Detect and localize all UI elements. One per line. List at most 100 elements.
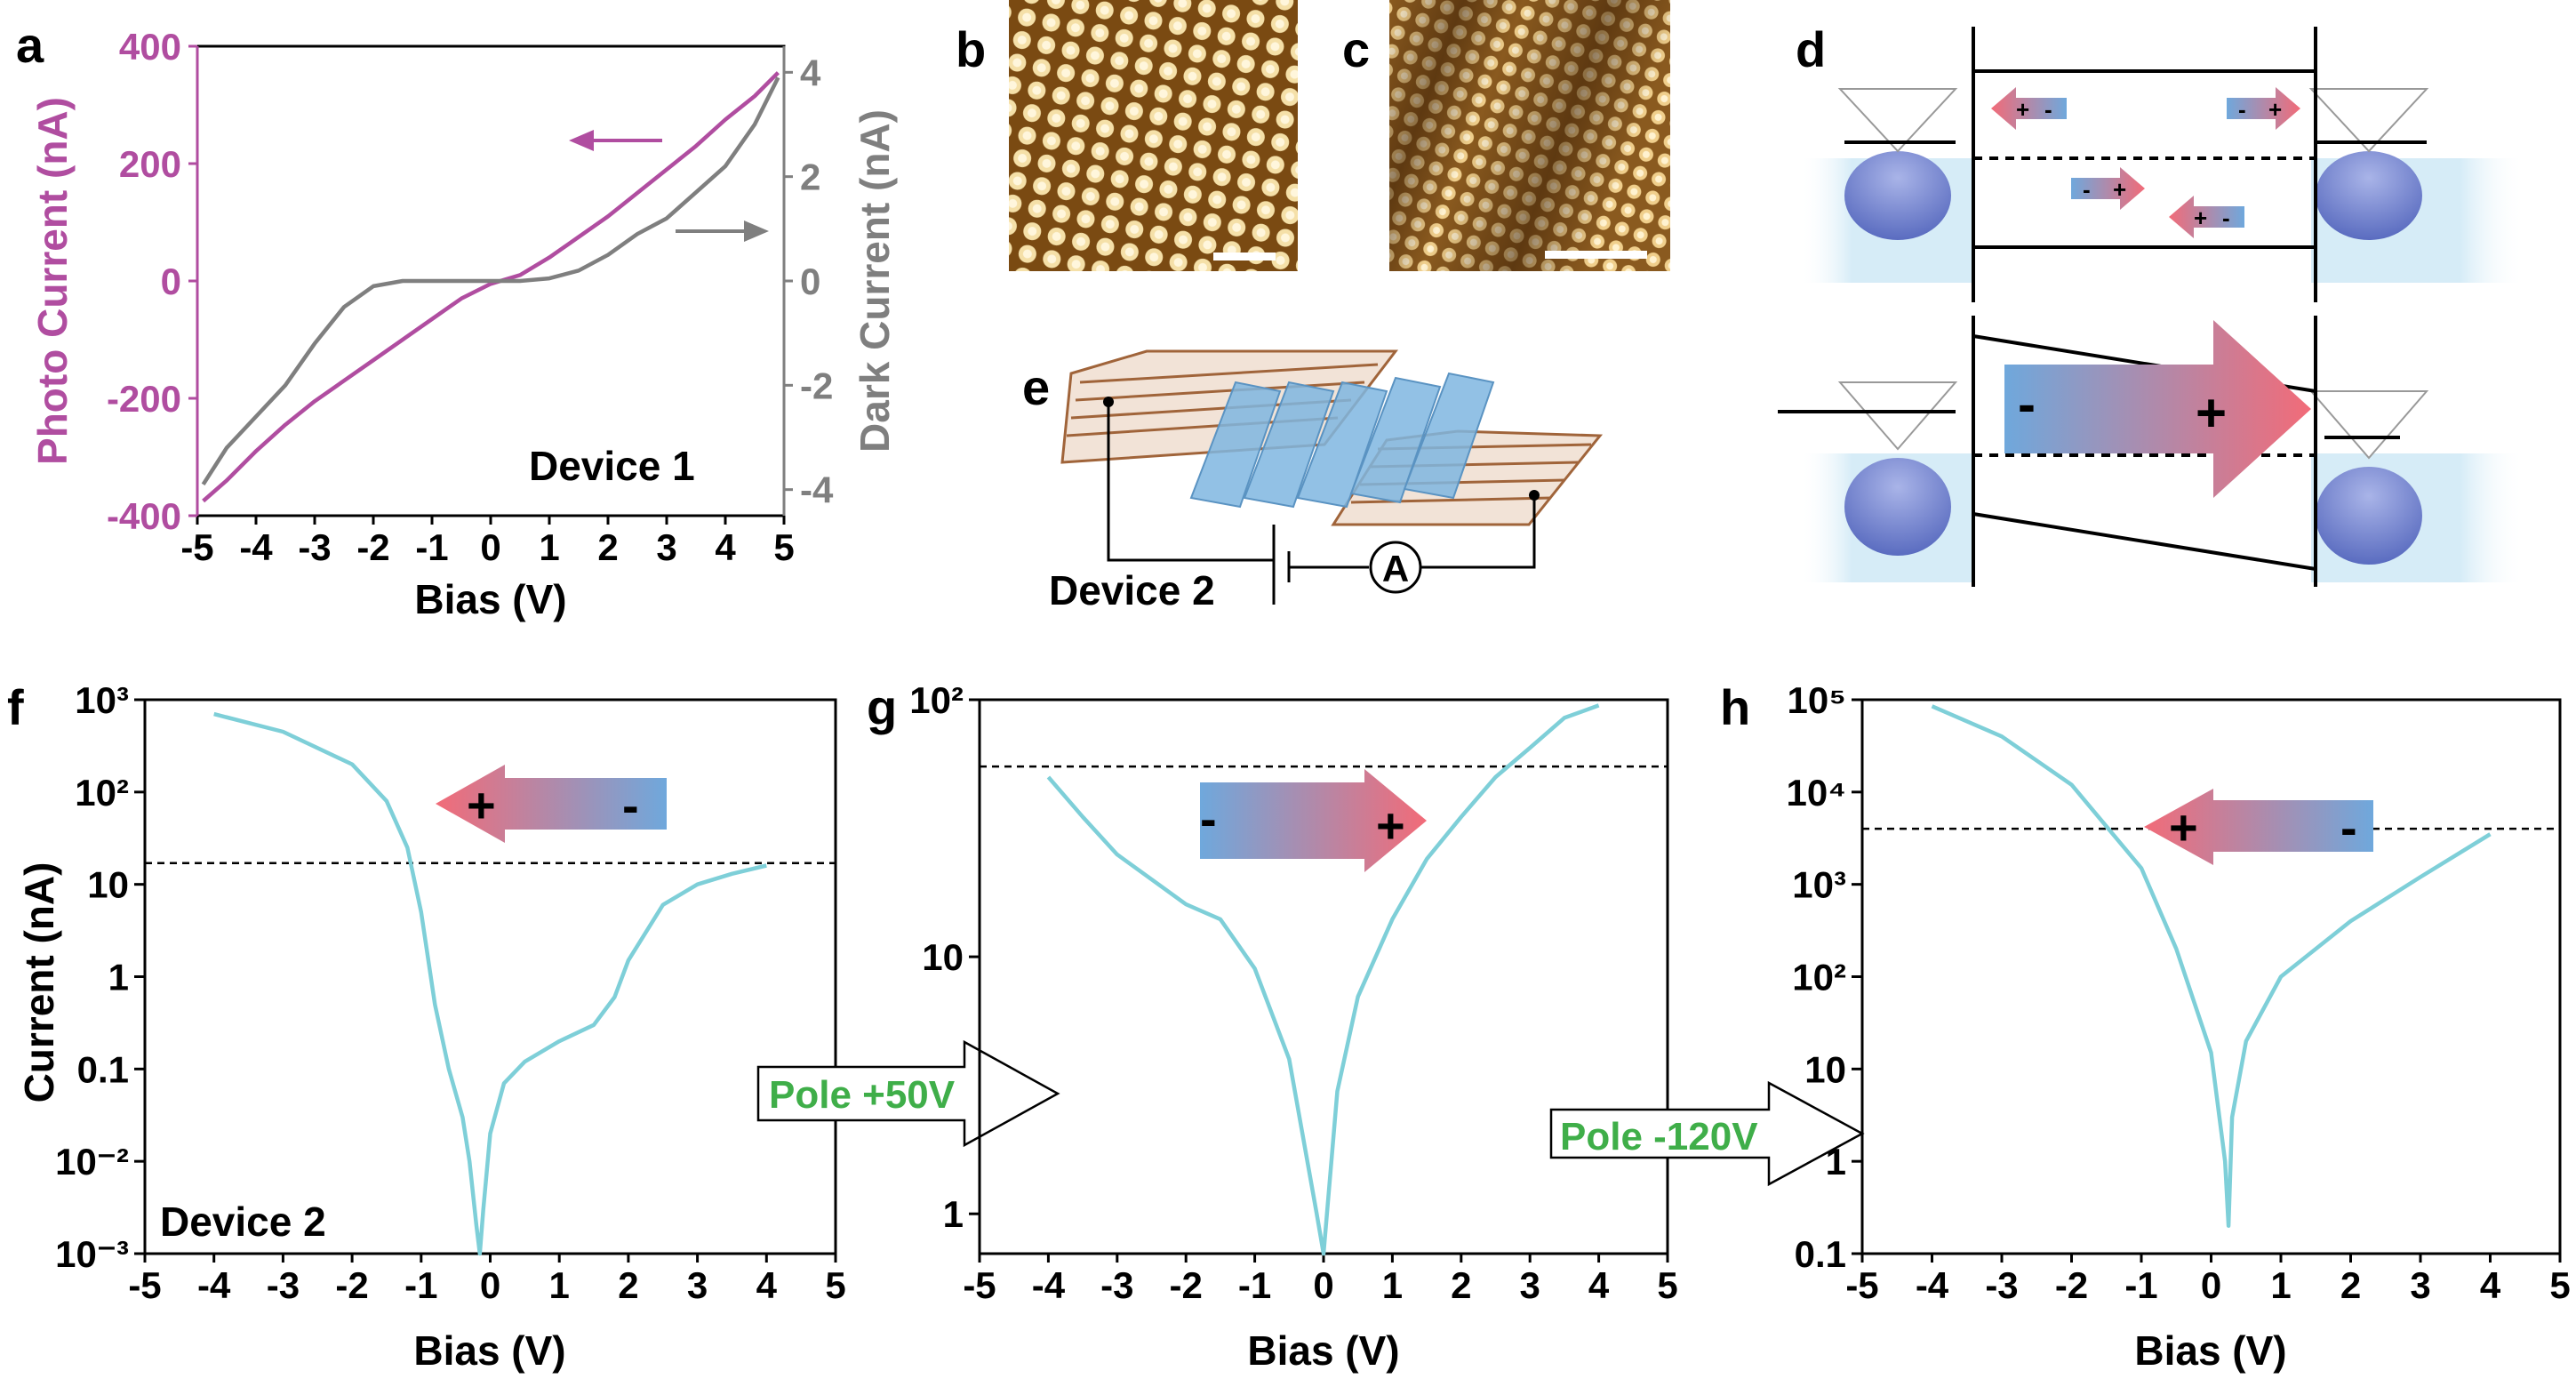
- panel-letter-c: c: [1342, 21, 1370, 77]
- dipole-arrow-4: + -: [2169, 196, 2244, 238]
- x-tick-label: 1: [549, 1264, 570, 1306]
- panel-h: h -5 -4 -3 -2 -1 0 1 2 3 4 5 10⁵ 10⁴ 10³ 10² 10 1 0.1 Bi…: [1720, 679, 2571, 1374]
- plus-sign: +: [2169, 799, 2198, 855]
- series-line: [1931, 704, 2492, 1228]
- stm-scale-bar-c: [1545, 251, 1647, 259]
- circuit-wire-end: [1420, 495, 1536, 569]
- panel-letter-d: d: [1796, 21, 1826, 77]
- circuit-wire: [1107, 402, 1274, 562]
- y-tick-label: 10: [922, 936, 964, 978]
- y2-tick-label: -2: [800, 365, 833, 406]
- x-tick-label: -1: [1238, 1264, 1271, 1306]
- x-tick-label: -4: [1032, 1264, 1066, 1306]
- panel-f-annotation: Device 2: [160, 1199, 326, 1245]
- x-tick-label: 1: [1382, 1264, 1403, 1306]
- minus-sign: -: [2222, 204, 2230, 231]
- panel-f: f -5 -4 -3 -2 -1 0 1 2 3 4 5 10³10²1010.110⁻²10⁻³ …: [7, 679, 846, 1374]
- polarization-arrow-g: - +: [1200, 769, 1427, 872]
- y-tick-label: 10: [1804, 1048, 1846, 1090]
- panel-h-plot-frame: [1860, 698, 2562, 1255]
- panel-letter-e: e: [1022, 359, 1050, 415]
- pole-label-neg: Pole -120V: [1560, 1115, 1758, 1159]
- series-line: [1046, 703, 1600, 1256]
- x-tick-label: -3: [1100, 1264, 1133, 1306]
- x-tick-label: 2: [618, 1264, 638, 1306]
- x-tick-label: -4: [239, 526, 273, 568]
- x-tick-label: 0: [2201, 1264, 2221, 1306]
- x-tick-label: 1: [2270, 1264, 2291, 1306]
- x-tick-label: -5: [128, 1264, 161, 1306]
- x-tick-label: -2: [356, 526, 389, 568]
- panel-h-xlabel: Bias (V): [2134, 1327, 2286, 1374]
- minus-sign: -: [2340, 799, 2357, 855]
- x-tick-label: -1: [2124, 1264, 2157, 1306]
- y-tick-label: 10⁻³: [55, 1233, 129, 1275]
- panel-a-x-ticks: -5 -4 -3 -2 -1 0 1 2 3 4 5: [180, 516, 795, 568]
- y-tick-label: -400: [107, 495, 181, 537]
- panel-h-series: [1931, 704, 2492, 1228]
- x-tick-label: 0: [480, 1264, 500, 1306]
- x-tick-label: 0: [1313, 1264, 1333, 1306]
- x-tick-label: 3: [1520, 1264, 1540, 1306]
- y-tick-label: 1: [108, 957, 129, 998]
- dirac-cone-lower-right-bottom: [2316, 467, 2422, 565]
- series-line: [202, 71, 780, 503]
- plus-sign: +: [2113, 176, 2126, 203]
- panel-a-y2-ticks: 4 2 0 -2 -4: [784, 52, 834, 511]
- panel-a-annotation: Device 1: [529, 443, 695, 489]
- panel-letter-h: h: [1720, 679, 1750, 735]
- x-tick-label: -3: [1985, 1264, 2018, 1306]
- panel-a-photo-arrow: [569, 130, 662, 151]
- polarization-arrow-h: + -: [2144, 789, 2373, 865]
- y-tick-label: 400: [119, 26, 181, 68]
- dirac-cone-lower-left-top: [1844, 151, 1951, 240]
- panel-a-series: [201, 71, 780, 503]
- panel-e: e A Device 2: [1022, 349, 1604, 613]
- x-tick-label: 4: [756, 1264, 778, 1306]
- x-tick-label: 3: [2410, 1264, 2430, 1306]
- panel-letter-f: f: [7, 679, 24, 735]
- minus-sign: -: [2018, 374, 2036, 434]
- panel-g: g -5 -4 -3 -2 -1 0 1 2 3 4 5 10² 10 1 Bias (V) - +: [867, 679, 1678, 1374]
- panel-f-ylabel: Current (nA): [16, 862, 62, 1103]
- x-tick-label: 3: [687, 1264, 708, 1306]
- panel-letter-a: a: [16, 17, 44, 73]
- series-line: [201, 76, 780, 486]
- y-tick-label: -200: [107, 378, 181, 420]
- polarization-arrow-d: - +: [2004, 320, 2311, 498]
- x-tick-label: -2: [2055, 1264, 2088, 1306]
- y-tick-label: 1: [943, 1193, 964, 1235]
- pole-arrow-pos: Pole +50V: [756, 1039, 1060, 1148]
- pole-arrow-neg: Pole -120V: [1549, 1080, 1865, 1187]
- plus-sign: +: [2194, 204, 2207, 231]
- x-tick-label: 4: [1588, 1264, 1610, 1306]
- panel-a-xlabel: Bias (V): [414, 576, 566, 622]
- y-tick-label: 0.1: [77, 1048, 129, 1090]
- ammeter-label: A: [1382, 548, 1409, 589]
- x-tick-label: -1: [415, 526, 448, 568]
- x-tick-label: 2: [1451, 1264, 1471, 1306]
- stm-scale-bar-b: [1213, 253, 1276, 261]
- dipole-arrow-1: + -: [1991, 87, 2067, 130]
- x-tick-label: 5: [825, 1264, 845, 1306]
- y-tick-label: 10⁵: [1788, 679, 1846, 721]
- dirac-cone-upper-left-bottom: [1837, 381, 1958, 451]
- panel-a-dark-arrow: [676, 220, 769, 242]
- panel-a-y2label: Dark Current (nA): [852, 109, 898, 453]
- plus-sign: +: [1376, 798, 1405, 854]
- dipole-arrow-3: - +: [2071, 167, 2145, 210]
- panel-g-y-ticks: 10² 10 1: [909, 679, 980, 1235]
- panel-letter-b: b: [956, 21, 986, 77]
- stm-image-b: [1009, 0, 1298, 271]
- x-tick-label: -4: [197, 1264, 231, 1306]
- panel-a-y-ticks: 400 200 0 -200 -400: [107, 26, 197, 537]
- plus-sign: +: [2196, 383, 2227, 443]
- y-tick-label: 10²: [1792, 957, 1846, 998]
- minus-sign: -: [622, 777, 639, 833]
- x-tick-label: 0: [480, 526, 500, 568]
- x-tick-label: -2: [1170, 1264, 1203, 1306]
- panel-f-series: [213, 711, 767, 1256]
- panel-g-x-ticks: -5 -4 -3 -2 -1 0 1 2 3 4 5: [963, 1254, 1678, 1306]
- x-tick-label: -5: [1845, 1264, 1878, 1306]
- minus-sign: -: [2044, 96, 2052, 123]
